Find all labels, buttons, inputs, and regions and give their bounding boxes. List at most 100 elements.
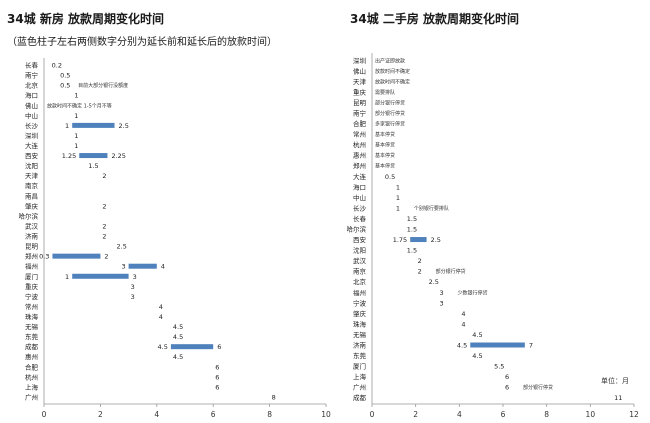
- row-city-label: 合肥: [353, 119, 367, 128]
- row-city-label: 珠海: [25, 312, 39, 321]
- row-note-label: 出产证即放款: [375, 57, 405, 64]
- after-value-label: 2.5: [431, 236, 441, 244]
- row-note-label: 放款时间不确定: [375, 78, 410, 85]
- row-note-label: 基本停贷: [375, 131, 395, 138]
- row-city-label: 成都: [353, 393, 367, 402]
- left-chart-title: 34城 新房 放款周期变化时间: [7, 12, 165, 26]
- row-note-label: 多家银行停贷: [375, 121, 405, 128]
- before-value-label: 3: [131, 293, 135, 301]
- row-city-label: 东莞: [353, 351, 367, 360]
- before-value-label: 11: [614, 394, 622, 402]
- before-value-label: 3: [440, 299, 444, 307]
- row-city-label: 无锡: [353, 330, 367, 339]
- row-city-label: 常州: [353, 130, 366, 139]
- before-value-label: 1: [74, 132, 78, 140]
- row-city-label: 合肥: [25, 362, 39, 371]
- row-city-label: 哈尔滨: [347, 225, 367, 234]
- row-city-label: 郑州: [353, 162, 366, 170]
- before-value-label: 0.5: [60, 82, 70, 90]
- right-chart-title: 34城 二手房 放款周期变化时间: [350, 12, 520, 26]
- row-city-label: 昆明: [25, 243, 39, 251]
- row-city-label: 深圳: [25, 131, 38, 140]
- row-city-label: 肇庆: [353, 309, 367, 318]
- x-tick-label: 0: [370, 410, 375, 419]
- before-value-label: 4.5: [472, 352, 482, 360]
- row-city-label: 东莞: [25, 332, 39, 341]
- row-city-label: 郑州: [25, 253, 38, 261]
- row-city-label: 大连: [25, 141, 39, 150]
- before-value-label: 6: [215, 383, 219, 391]
- unit-label: 单位：月: [601, 377, 629, 385]
- row-note-label: 部分银行停贷: [375, 99, 405, 106]
- row-city-label: 深圳: [353, 56, 366, 65]
- before-value-label: 1.5: [407, 226, 417, 234]
- before-value-label: 2: [102, 222, 106, 230]
- before-value-label: 6: [505, 373, 509, 381]
- before-value-label: 4.5: [173, 323, 183, 331]
- row-note-label: 放款时间不确定: [375, 68, 410, 75]
- before-value-label: 1.75: [393, 236, 407, 244]
- row-city-label: 宁波: [25, 292, 39, 301]
- row-note-label: 部分银行停贷: [375, 110, 405, 117]
- row-city-label: 杭州: [353, 140, 366, 149]
- row-city-label: 沈阳: [353, 246, 366, 255]
- before-value-label: 2: [418, 257, 422, 265]
- row-city-label: 上海: [25, 382, 39, 391]
- before-value-label: 5.5: [494, 363, 504, 371]
- row-city-label: 广州: [25, 392, 38, 401]
- row-city-label: 惠州: [25, 352, 38, 361]
- left-chart-subtitle: （蓝色柱子左右两侧数字分别为延长前和延长后的放款时间）: [7, 37, 277, 48]
- before-value-label: 1.5: [407, 215, 417, 223]
- row-note-label: 基本停贷: [375, 152, 395, 159]
- row-city-label: 杭州: [25, 372, 38, 381]
- x-tick-label: 12: [629, 410, 639, 419]
- after-value-label: 6: [217, 343, 221, 351]
- row-city-label: 福州: [25, 262, 38, 271]
- before-value-label: 2: [102, 233, 106, 241]
- x-tick-label: 8: [544, 410, 549, 419]
- row-city-label: 宁波: [353, 298, 367, 307]
- before-value-label: 1.5: [88, 162, 98, 170]
- row-city-label: 广州: [353, 383, 366, 392]
- row-city-label: 大连: [353, 172, 367, 181]
- row-city-label: 济南: [25, 232, 39, 241]
- before-value-label: 2: [102, 172, 106, 180]
- row-city-label: 中山: [25, 111, 38, 120]
- before-value-label: 2: [418, 268, 422, 276]
- before-value-label: 2: [102, 202, 106, 210]
- row-city-label: 无锡: [25, 322, 39, 331]
- x-tick-label: 4: [154, 410, 159, 419]
- before-value-label: 3: [440, 289, 444, 297]
- before-value-label: 1: [74, 112, 78, 120]
- range-bar: [410, 237, 427, 243]
- before-value-label: 3: [131, 283, 135, 291]
- row-city-label: 天津: [353, 78, 367, 86]
- x-tick-label: 2: [413, 410, 418, 419]
- row-note-label: 基本停贷: [375, 163, 395, 170]
- before-value-label: 0.3: [39, 253, 49, 261]
- x-tick-label: 0: [42, 410, 47, 419]
- row-city-label: 北京: [353, 277, 367, 286]
- before-value-label: 0.5: [60, 72, 70, 80]
- row-city-label: 成都: [25, 342, 39, 351]
- row-note-label: 基本停贷: [375, 142, 395, 149]
- row-city-label: 南宁: [25, 71, 39, 80]
- before-value-label: 1: [396, 194, 400, 202]
- before-value-label: 1: [65, 273, 69, 281]
- before-value-label: 4: [461, 310, 465, 318]
- row-city-label: 重庆: [25, 282, 39, 291]
- range-bar: [470, 342, 525, 348]
- row-city-label: 厦门: [25, 272, 38, 281]
- range-bar: [128, 263, 157, 269]
- row-note-label: 目前大部分银行没额度: [78, 82, 128, 89]
- row-city-label: 长春: [25, 61, 39, 70]
- before-value-label: 6: [215, 363, 219, 371]
- range-bar: [72, 273, 129, 279]
- before-value-label: 1.5: [407, 247, 417, 255]
- before-value-label: 4.5: [457, 342, 467, 350]
- before-value-label: 4: [461, 320, 465, 328]
- x-tick-label: 10: [321, 410, 331, 419]
- after-value-label: 2.5: [119, 122, 129, 130]
- x-tick-label: 2: [98, 410, 103, 419]
- after-value-label: 2.25: [111, 152, 125, 160]
